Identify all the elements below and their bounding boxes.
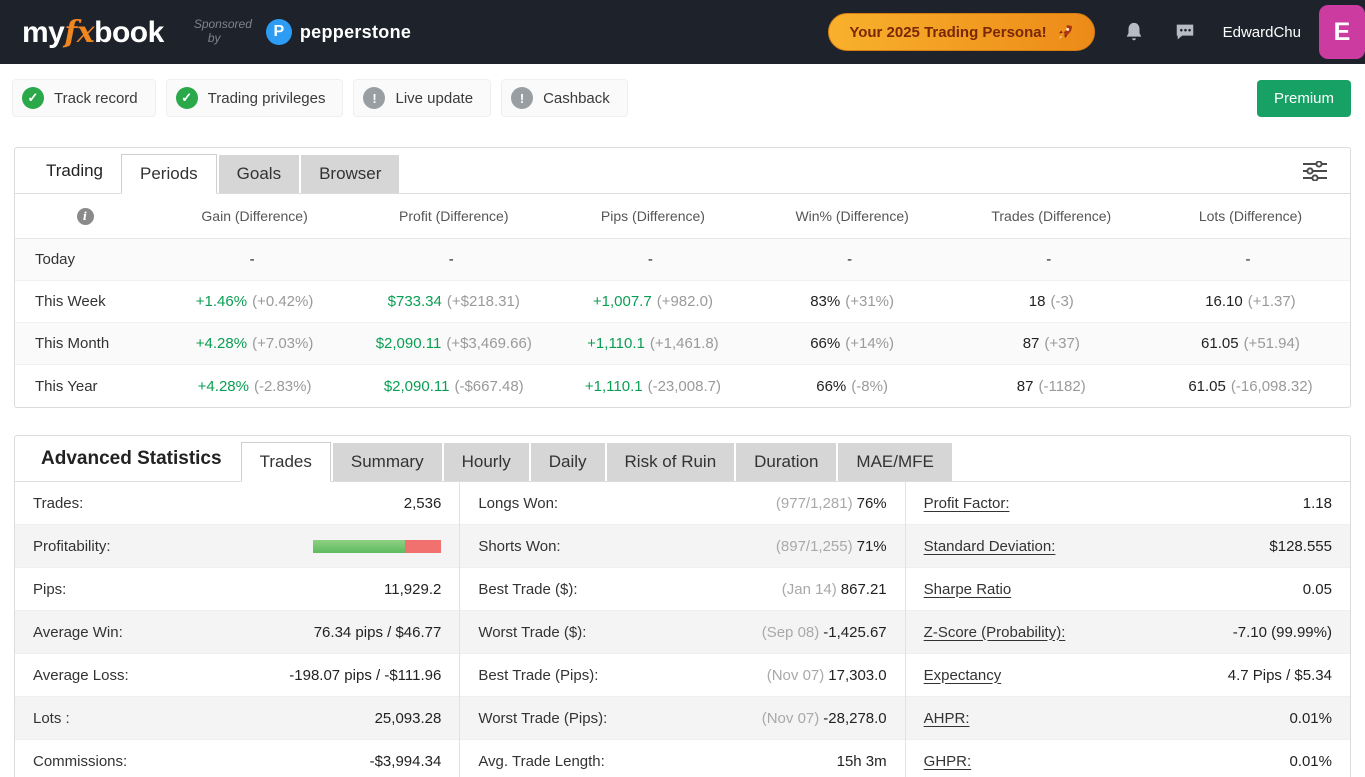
status-live-update[interactable]: ! Live update — [353, 79, 492, 117]
periods-card: Trading Periods Goals Browser i Gain (Di… — [14, 147, 1351, 408]
stat-expectancy: Expectancy 4.7 Pips / $5.34 — [905, 654, 1350, 697]
tab-duration[interactable]: Duration — [736, 443, 837, 481]
myfxbook-logo[interactable]: myfxbook — [22, 15, 164, 50]
exclamation-icon: ! — [511, 87, 534, 109]
logo-book: book — [94, 15, 164, 49]
stats-column-1: Trades: 2,536 Profitability: Pips: 11,92… — [15, 482, 460, 777]
col-win: Win% (Difference) — [795, 208, 909, 224]
tab-browser[interactable]: Browser — [301, 155, 400, 193]
tab-mae-mfe[interactable]: MAE/MFE — [838, 443, 952, 481]
tab-trading[interactable]: Trading — [46, 160, 104, 180]
stat-average-win: Average Win: 76.34 pips / $46.77 — [15, 611, 460, 654]
logo-my: my — [22, 15, 65, 49]
cta-label: Your 2025 Trading Persona! — [849, 23, 1047, 41]
filter-sliders-icon[interactable] — [1302, 160, 1336, 181]
col-lots: Lots (Difference) — [1198, 208, 1303, 224]
info-icon[interactable]: i — [76, 207, 94, 225]
advanced-statistics-card: Advanced Statistics Trades Summary Hourl… — [14, 435, 1351, 777]
profitability-bar-green — [313, 539, 406, 553]
messages-chat-icon[interactable] — [1173, 21, 1197, 43]
stat-worst-trade-usd: Worst Trade ($): (Sep 08) -1,425.67 — [460, 611, 905, 654]
tab-trades[interactable]: Trades — [240, 442, 331, 482]
periods-table-body: Today - - - - - - This Week +1.46% (+0.42… — [15, 239, 1350, 407]
stat-standard-deviation: Standard Deviation: $128.555 — [905, 525, 1350, 568]
stat-ahpr: AHPR: 0.01% — [905, 697, 1350, 740]
exclamation-icon: ! — [363, 87, 386, 109]
stat-best-trade-usd: Best Trade ($): (Jan 14) 867.21 — [460, 568, 905, 611]
tab-periods[interactable]: Periods — [121, 154, 217, 194]
status-trading-privileges[interactable]: ✓ Trading privileges — [165, 79, 344, 117]
logo-fx: fx — [64, 14, 95, 50]
col-gain: Gain (Difference) — [201, 208, 308, 224]
account-status-bar: ✓ Track record ✓ Trading privileges ! Li… — [0, 64, 1365, 131]
advanced-statistics-title: Advanced Statistics — [41, 447, 222, 469]
col-profit: Profit (Difference) — [399, 208, 509, 224]
profitability-bar — [313, 539, 442, 553]
stat-profitability: Profitability: — [15, 525, 460, 568]
stat-z-score: Z-Score (Probability): -7.10 (99.99%) — [905, 611, 1350, 654]
row-label: This Year — [35, 377, 98, 395]
stat-sharpe-ratio: Sharpe Ratio 0.05 — [905, 568, 1350, 611]
pepperstone-logo[interactable]: P pepperstone — [265, 19, 412, 45]
stat-avg-trade-length: Avg. Trade Length: 15h 3m — [460, 740, 904, 777]
table-row-today: Today - - - - - - — [15, 239, 1350, 281]
row-label: This Month — [35, 335, 110, 352]
pepperstone-wordmark: pepperstone — [299, 21, 412, 42]
check-icon: ✓ — [22, 87, 44, 109]
pepperstone-icon: P — [265, 19, 292, 45]
col-trades: Trades (Difference) — [991, 208, 1112, 224]
stat-trades: Trades: 2,536 — [15, 482, 460, 525]
stat-average-loss: Average Loss: -198.07 pips / -$111.96 — [15, 654, 460, 697]
tab-summary[interactable]: Summary — [332, 443, 442, 481]
premium-button[interactable]: Premium — [1256, 79, 1351, 117]
tab-risk-of-ruin[interactable]: Risk of Ruin — [606, 443, 735, 481]
stat-lots: Lots : 25,093.28 — [15, 697, 460, 740]
periods-tabs: Trading Periods Goals Browser — [15, 148, 1350, 194]
table-row-this-month: This Month +4.28% (+7.03%) $2,090.11 (+$3,… — [15, 323, 1350, 365]
col-pips: Pips (Difference) — [600, 208, 705, 224]
stat-best-trade-pips: Best Trade (Pips): (Nov 07) 17,303.0 — [460, 654, 905, 697]
notifications-bell-icon[interactable] — [1123, 21, 1145, 43]
stats-column-3: Profit Factor: 1.18 Standard Deviation: … — [904, 482, 1350, 777]
stat-worst-trade-pips: Worst Trade (Pips): (Nov 07) -28,278.0 — [460, 697, 905, 740]
avatar[interactable]: E — [1319, 5, 1365, 59]
stat-shorts-won: Shorts Won: (897/1,255) 71% — [460, 525, 905, 568]
status-cashback[interactable]: ! Cashback — [501, 79, 628, 117]
tab-daily[interactable]: Daily — [530, 443, 605, 481]
profitability-bar-red — [405, 539, 442, 553]
username[interactable]: EdwardChu — [1222, 23, 1301, 41]
row-label: Today — [35, 251, 76, 268]
status-track-record[interactable]: ✓ Track record — [12, 79, 156, 117]
statistics-tabs: Advanced Statistics Trades Summary Hourl… — [15, 436, 1350, 482]
stat-commissions: Commissions: -$3,994.34 — [15, 740, 459, 777]
rocket-icon — [1056, 23, 1074, 41]
top-header: myfxbook Sponsored by P pepperstone Your… — [0, 0, 1365, 64]
stat-longs-won: Longs Won: (977/1,281) 76% — [460, 482, 905, 525]
statistics-grid: Trades: 2,536 Profitability: Pips: 11,92… — [15, 482, 1350, 777]
tab-hourly[interactable]: Hourly — [443, 443, 529, 481]
check-icon: ✓ — [175, 87, 198, 109]
stat-pips: Pips: 11,929.2 — [15, 568, 460, 611]
stat-profit-factor: Profit Factor: 1.18 — [905, 482, 1350, 525]
stats-column-2: Longs Won: (977/1,281) 76% Shorts Won: (8… — [459, 482, 905, 777]
tab-goals[interactable]: Goals — [218, 155, 300, 193]
stat-ghpr: GHPR: 0.01% — [906, 740, 1350, 777]
table-row-this-week: This Week +1.46% (+0.42%) $733.34 (+$218.3… — [15, 281, 1350, 323]
row-label: This Week — [35, 293, 106, 310]
table-row-this-year: This Year +4.28% (-2.83%) $2,090.11 (-$667… — [15, 365, 1350, 407]
periods-table-header: i Gain (Difference) Profit (Difference) … — [15, 194, 1350, 239]
trading-persona-cta-button[interactable]: Your 2025 Trading Persona! — [828, 13, 1095, 51]
sponsored-by-label: Sponsored by — [193, 17, 252, 45]
